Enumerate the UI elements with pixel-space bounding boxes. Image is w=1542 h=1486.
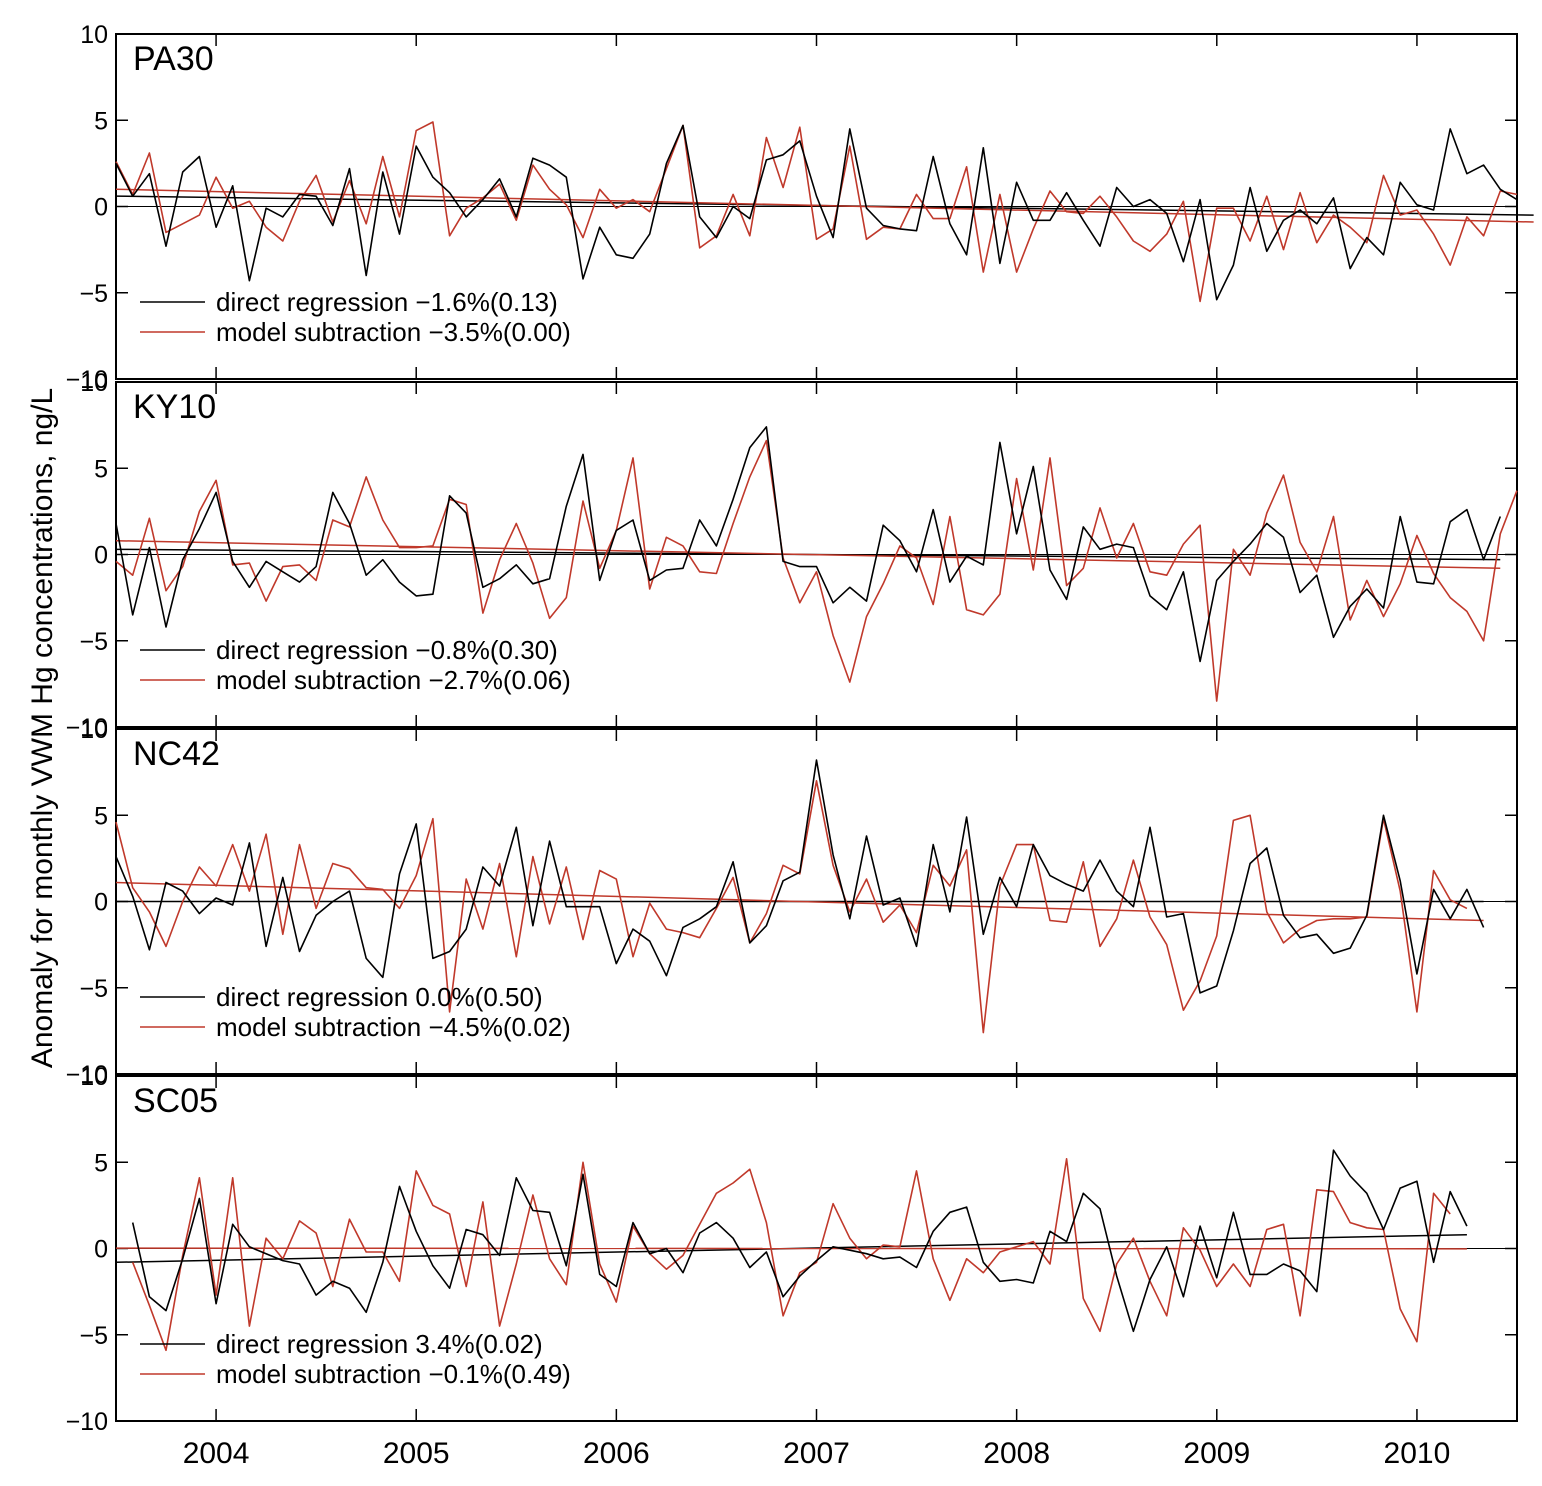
panel-title: NC42 <box>133 735 220 773</box>
panel-title: KY10 <box>133 388 216 426</box>
series-line-direct-regression <box>115 124 1518 301</box>
legend-label: direct regression −0.8%(0.30) <box>216 635 558 665</box>
x-tick-label: 2010 <box>1384 1437 1451 1470</box>
legend-label: direct regression −1.6%(0.13) <box>216 287 558 317</box>
y-tick-label: 0 <box>94 889 108 917</box>
y-tick-label: 10 <box>80 21 108 49</box>
series-line-model-subtraction <box>115 121 1518 303</box>
y-tick-label: 10 <box>80 369 108 397</box>
y-tick-label: −5 <box>79 975 108 1003</box>
series-line-model-subtraction <box>131 1158 1451 1352</box>
y-tick-label: 10 <box>80 716 108 744</box>
panel-nc42: −10 −5 0 5 10 NC42 direct regression 0.0%(0.50… <box>66 716 1518 1089</box>
y-tick-label: −5 <box>79 280 108 308</box>
x-axis: 2004 2005 2006 2007 2008 2009 2010 <box>183 1437 1451 1470</box>
series-line-model-subtraction <box>115 439 1518 702</box>
y-tick-label: −5 <box>79 628 108 656</box>
y-tick-label: 5 <box>94 802 108 830</box>
legend-label: direct regression 3.4%(0.02) <box>216 1329 543 1359</box>
y-axis-label: Anomaly for monthly VWM Hg concentration… <box>26 388 59 1068</box>
x-tick-label: 2009 <box>1183 1437 1250 1470</box>
y-tick-label: −10 <box>66 714 108 742</box>
y-tick-label: 10 <box>80 1063 108 1091</box>
x-tick-label: 2004 <box>183 1437 250 1470</box>
x-tick-label: 2007 <box>783 1437 850 1470</box>
y-tick-label: 0 <box>94 1236 108 1264</box>
x-tick-label: 2005 <box>383 1437 450 1470</box>
series-line-model-subtraction <box>115 779 1468 1034</box>
trend-line-model <box>115 1247 1467 1250</box>
y-tick-label: 5 <box>94 107 108 135</box>
trend-line-model <box>115 539 1501 570</box>
legend-label: model subtraction −4.5%(0.02) <box>216 1012 571 1042</box>
y-tick-label: 0 <box>94 194 108 222</box>
panel-title: SC05 <box>133 1082 218 1120</box>
panel-ky10: −10 −5 0 5 10 KY10 direct regression −0.8%(0.3… <box>66 369 1518 742</box>
legend-label: model subtraction −2.7%(0.06) <box>216 665 571 695</box>
y-tick-label: 5 <box>94 455 108 483</box>
panel-sc05: −10 −5 0 5 10 SC05 direct regression 3.4%(0.02… <box>66 1063 1518 1436</box>
panels: −10 −5 0 5 10 PA30 direct regression −1.6%(0.1… <box>66 21 1534 1436</box>
y-tick-label: −10 <box>66 1408 108 1436</box>
y-tick-label: −10 <box>66 1061 108 1089</box>
legend-label: model subtraction −3.5%(0.00) <box>216 317 571 347</box>
legend: direct regression −1.6%(0.13)model subtr… <box>140 287 571 347</box>
series-line-direct-regression <box>131 1149 1468 1333</box>
y-tick-label: −5 <box>79 1322 108 1350</box>
y-tick-label: −10 <box>66 366 108 394</box>
series-line-direct-regression <box>115 426 1502 663</box>
series-line-direct-regression <box>115 759 1485 994</box>
panel-pa30: −10 −5 0 5 10 PA30 direct regression −1.6%(0.1… <box>66 21 1534 394</box>
legend-label: direct regression 0.0%(0.50) <box>216 982 543 1012</box>
x-tick-label: 2006 <box>583 1437 650 1470</box>
trend-line-model <box>115 188 1534 223</box>
panel-title: PA30 <box>133 40 214 78</box>
x-tick-label: 2008 <box>983 1437 1050 1470</box>
legend: direct regression 0.0%(0.50)model subtra… <box>140 982 571 1042</box>
y-tick-label: 5 <box>94 1149 108 1177</box>
legend: direct regression −0.8%(0.30)model subtr… <box>140 635 571 695</box>
legend: direct regression 3.4%(0.02)model subtra… <box>140 1329 571 1389</box>
y-tick-label: 0 <box>94 542 108 570</box>
legend-label: model subtraction −0.1%(0.49) <box>216 1359 571 1389</box>
trend-line-model <box>115 881 1484 922</box>
